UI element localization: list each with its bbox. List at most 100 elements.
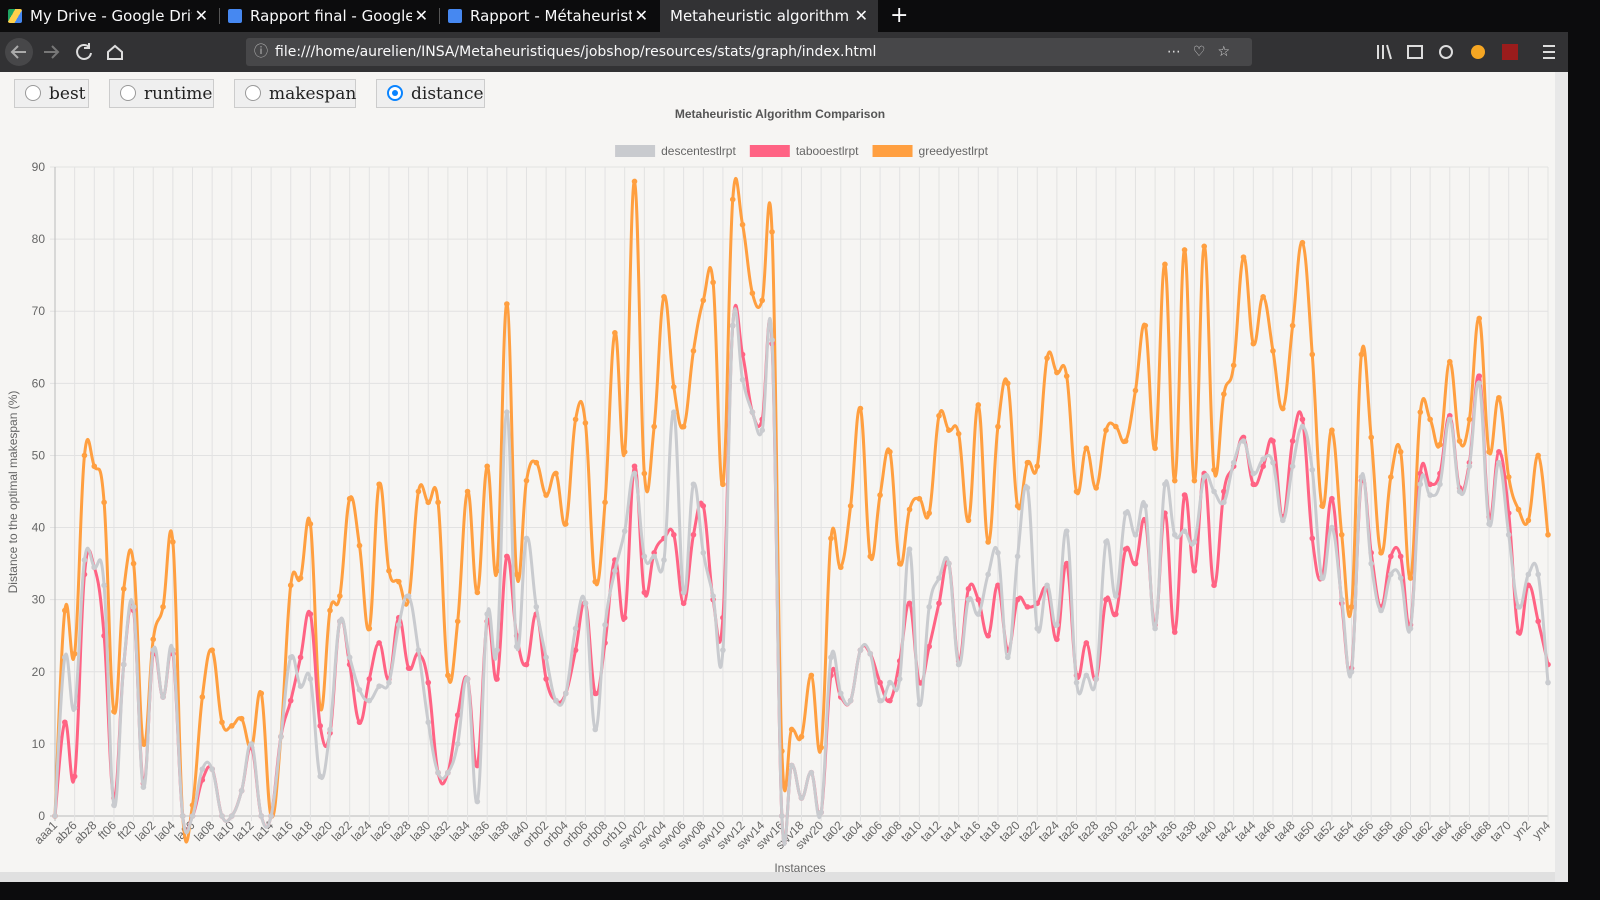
scrollbar[interactable] bbox=[0, 872, 1555, 882]
data-point bbox=[572, 647, 579, 653]
data-point bbox=[1171, 531, 1178, 538]
sidebar-button[interactable] bbox=[1407, 45, 1423, 59]
library-button[interactable] bbox=[1377, 44, 1392, 60]
data-point bbox=[1004, 380, 1011, 387]
data-point bbox=[91, 463, 98, 470]
data-point bbox=[504, 301, 510, 307]
account-button[interactable] bbox=[1439, 45, 1453, 59]
legend: descentestlrpt tabooestlrpt greedyestlrpt bbox=[615, 144, 989, 158]
data-point bbox=[1476, 315, 1483, 322]
extension-icon[interactable] bbox=[1502, 44, 1518, 60]
data-point bbox=[1378, 607, 1384, 614]
data-point bbox=[769, 229, 775, 235]
data-point bbox=[62, 654, 68, 661]
radio-option[interactable]: runtime bbox=[109, 79, 214, 108]
data-point bbox=[366, 697, 373, 704]
data-point bbox=[1299, 416, 1306, 423]
data-point bbox=[612, 568, 618, 574]
tab[interactable]: Rapport final - Google Do✕ bbox=[220, 0, 438, 32]
data-point bbox=[1063, 528, 1070, 534]
data-point bbox=[798, 795, 805, 801]
data-point bbox=[513, 571, 520, 578]
data-point bbox=[631, 470, 638, 477]
data-point bbox=[1122, 438, 1129, 444]
data-point bbox=[150, 647, 157, 653]
data-point bbox=[749, 409, 756, 415]
data-point bbox=[1456, 488, 1463, 495]
data-point bbox=[415, 488, 422, 495]
tab[interactable]: My Drive - Google Drive ✕ bbox=[0, 0, 218, 32]
y-tick-label: 0 bbox=[38, 809, 45, 823]
data-point bbox=[346, 654, 353, 661]
data-point bbox=[238, 715, 245, 722]
data-point bbox=[209, 647, 215, 653]
data-point bbox=[700, 297, 707, 304]
data-point bbox=[985, 632, 991, 639]
tab[interactable]: Rapport - Métaheuristiqu✕ bbox=[440, 0, 658, 32]
radio-option[interactable]: distance bbox=[376, 79, 485, 108]
tab-close[interactable]: ✕ bbox=[194, 6, 208, 25]
data-point bbox=[680, 423, 687, 430]
data-point bbox=[1427, 492, 1433, 498]
tab-close[interactable]: ✕ bbox=[854, 6, 868, 25]
data-point bbox=[946, 560, 952, 567]
data-point bbox=[1221, 391, 1227, 397]
radio-option[interactable]: makespan bbox=[234, 79, 356, 108]
radio[interactable] bbox=[387, 85, 403, 101]
data-point bbox=[523, 535, 530, 542]
data-point bbox=[1201, 474, 1208, 480]
data-point bbox=[1525, 517, 1532, 524]
data-point bbox=[376, 481, 382, 488]
y-tick-label: 80 bbox=[32, 232, 46, 246]
data-point bbox=[680, 589, 687, 596]
data-point bbox=[405, 593, 412, 599]
data-point bbox=[671, 384, 677, 390]
radio-label: best bbox=[49, 84, 86, 104]
radio[interactable] bbox=[120, 85, 136, 101]
data-point bbox=[62, 607, 68, 614]
data-point bbox=[395, 622, 402, 628]
data-point bbox=[818, 744, 824, 751]
reload-button[interactable] bbox=[76, 43, 92, 60]
data-point bbox=[896, 676, 903, 682]
scrollbar[interactable] bbox=[1555, 72, 1568, 882]
data-point bbox=[818, 809, 824, 816]
extension-icon[interactable] bbox=[1471, 45, 1485, 59]
radio[interactable] bbox=[245, 85, 261, 101]
url-actions[interactable]: ⋯♡☆ bbox=[1166, 44, 1242, 60]
home-button[interactable] bbox=[107, 44, 123, 60]
data-point bbox=[199, 766, 206, 772]
data-point bbox=[513, 643, 520, 650]
data-point bbox=[504, 553, 510, 560]
data-point bbox=[828, 654, 834, 661]
data-point bbox=[671, 531, 677, 538]
data-point bbox=[553, 470, 559, 477]
data-point bbox=[1054, 636, 1060, 643]
data-point bbox=[317, 773, 324, 780]
tab-close[interactable]: ✕ bbox=[634, 6, 648, 25]
data-point bbox=[1083, 640, 1090, 646]
data-point bbox=[1397, 553, 1404, 560]
url-bar[interactable]: file:///home/aurelien/INSA/Metaheuristiq… bbox=[246, 38, 1252, 66]
data-point bbox=[327, 726, 333, 733]
data-point bbox=[1063, 373, 1070, 379]
radio[interactable] bbox=[25, 85, 41, 101]
data-point bbox=[1456, 438, 1463, 444]
data-point bbox=[474, 589, 481, 596]
tab-icon bbox=[228, 9, 242, 23]
menu-button[interactable] bbox=[1543, 45, 1555, 59]
data-point bbox=[1329, 524, 1335, 531]
radio-label: distance bbox=[411, 84, 484, 104]
forward-button[interactable] bbox=[44, 45, 60, 59]
tab[interactable]: Metaheuristic algorithms gra✕ bbox=[660, 0, 878, 32]
radio-option[interactable]: best bbox=[14, 79, 89, 108]
data-point bbox=[1113, 593, 1119, 599]
data-point bbox=[366, 676, 373, 682]
info-icon[interactable]: ⓘ bbox=[254, 44, 268, 60]
new-tab[interactable]: + bbox=[890, 3, 909, 28]
data-point bbox=[425, 499, 432, 506]
tab-close[interactable]: ✕ bbox=[414, 6, 428, 25]
data-point bbox=[1270, 459, 1276, 466]
data-point bbox=[877, 492, 883, 498]
data-point bbox=[1309, 351, 1316, 358]
